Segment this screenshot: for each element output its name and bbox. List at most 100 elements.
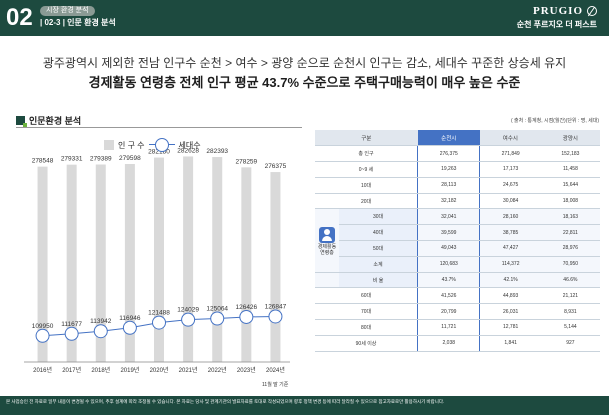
row-label: 70대: [315, 303, 418, 321]
x-tick-label: 2019년: [120, 366, 139, 374]
x-tick-label: 2020년: [150, 366, 169, 374]
section-divider: [16, 127, 302, 128]
bar-population: [95, 164, 106, 362]
x-tick-label: 2023년: [237, 366, 256, 374]
x-tick-label: 2018년: [91, 366, 110, 374]
label-households: 124029: [177, 307, 199, 314]
table-row-economic: 50대 49,043 47,427 28,976: [315, 240, 600, 257]
section-title: 인문환경 분석: [16, 114, 81, 127]
row-label: 50대: [339, 240, 418, 257]
table-cell: 20,799: [417, 303, 481, 321]
label-population: 276375: [265, 163, 287, 170]
table-cell: 70,950: [540, 256, 600, 273]
point-households: [239, 309, 254, 324]
table-cell: 47,427: [479, 240, 541, 257]
row-label: 10대: [315, 177, 418, 194]
table-cell: 28,113: [417, 177, 481, 194]
table-cell: 32,041: [417, 208, 481, 226]
label-households: 121488: [148, 310, 170, 317]
chart-note: 11월 말 기준: [262, 382, 289, 388]
x-tick-label: 2022년: [208, 366, 227, 374]
header-gwangyang: 광양시: [540, 130, 600, 147]
table-cell: 152,183: [540, 145, 600, 163]
row-label: 90세 이상: [315, 335, 418, 352]
table-cell: 1,841: [479, 335, 541, 352]
economic-group-label: 경제활동 연령층: [315, 208, 339, 273]
point-households: [181, 312, 196, 327]
bar-population: [270, 172, 281, 362]
table-cell: 43.7%: [417, 272, 481, 289]
point-households: [152, 315, 166, 330]
table-header-row: 구분 순천시 여수시 광양시: [315, 130, 600, 147]
bar-population: [154, 157, 164, 362]
label-population: 282393: [206, 148, 228, 155]
legend-line-swatch: [148, 138, 175, 152]
table-cell: 39,599: [417, 224, 481, 242]
table-cell: 114,372: [479, 256, 541, 273]
project-name: 순천 푸르지오 더 퍼스트: [516, 20, 597, 29]
table-cell: 42.1%: [479, 272, 541, 289]
bar-population: [241, 167, 252, 362]
brand-mark-icon: [587, 6, 597, 16]
table-row: 60대 41,526 44,893 21,121: [315, 287, 600, 305]
table-cell: 12,781: [479, 319, 541, 336]
population-chart: 109950 278548 2016년 111677 279331 2017년 113942…: [24, 147, 290, 374]
table-row: 10대 28,113 24,675 15,644: [315, 177, 600, 194]
section-title-text: 인문환경 분석: [29, 116, 82, 126]
row-label: 20대: [315, 193, 418, 210]
table-cell: 38,785: [479, 224, 541, 242]
bar-population: [124, 164, 135, 362]
table-cell: 2,038: [417, 335, 481, 352]
row-label: 총 인구: [315, 145, 418, 163]
table-cell: 15,644: [540, 177, 600, 194]
table-row: 20대 32,182 30,084 18,008: [315, 193, 600, 210]
table-row: 총 인구 276,375 271,849 152,183: [315, 145, 600, 163]
table-row-economic: 소계 120,683 114,372 70,950: [315, 256, 600, 273]
bar-population: [37, 166, 48, 362]
table-cell: 28,160: [479, 208, 541, 226]
label-population: 278259: [235, 158, 257, 165]
point-households: [210, 311, 225, 326]
bar-population: [66, 164, 77, 362]
row-label: 60대: [315, 287, 418, 305]
label-households: 126426: [235, 304, 257, 311]
label-population: 279389: [90, 156, 112, 163]
table-cell: 276,375: [417, 145, 481, 163]
table-row-economic: 경제활동 연령층 30대 32,041 28,160 18,163: [315, 208, 600, 273]
header-category: 구분: [315, 130, 418, 147]
table-cell: 24,675: [479, 177, 541, 194]
label-households: 109950: [32, 323, 54, 330]
table-cell: 28,976: [540, 240, 600, 257]
table-row: 90세 이상 2,038 1,841 927: [315, 335, 600, 352]
bar-population: [212, 157, 223, 362]
x-tick-label: 2017년: [62, 366, 81, 374]
label-population: 278548: [32, 158, 54, 165]
table-cell: 26,031: [479, 303, 541, 321]
economic-group-text: 경제활동 연령층: [317, 244, 337, 257]
table-cell: 18,163: [540, 208, 600, 226]
table-row: 70대 20,799 26,031 8,931: [315, 303, 600, 321]
table-row-economic: 비 율 43.7% 42.1% 46.6%: [315, 272, 600, 289]
row-label: 40대: [339, 224, 418, 242]
headline-main: 경제활동 연령층 전체 인구 평균 43.7% 수준으로 주택구매능력이 매우 …: [88, 75, 521, 90]
point-households: [268, 309, 283, 324]
table-cell: 271,849: [479, 145, 541, 163]
legend-bar-label: 인 구 수: [118, 140, 145, 150]
row-label: 비 율: [339, 272, 418, 289]
x-tick-label: 2021년: [179, 366, 198, 374]
x-tick-label: 2016년: [33, 366, 52, 374]
table-cell: 41,526: [417, 287, 481, 305]
table-cell: 46.6%: [540, 272, 600, 289]
group-spacer: [315, 272, 339, 289]
row-label: 80대: [315, 319, 418, 336]
label-households: 126847: [265, 303, 287, 310]
table-cell: 30,084: [479, 193, 541, 210]
table-cell: 49,043: [417, 240, 481, 257]
legend-line-label: 세대수: [178, 140, 201, 150]
table-row: 0~9 세 19,263 17,173 11,458: [315, 161, 600, 178]
table-cell: 17,173: [479, 161, 541, 178]
label-population: 282180: [148, 149, 170, 156]
table-cell: 32,182: [417, 193, 481, 210]
section-subtitle: | 02-3 | 인문 환경 분석: [40, 18, 116, 27]
label-households: 125064: [206, 305, 228, 312]
